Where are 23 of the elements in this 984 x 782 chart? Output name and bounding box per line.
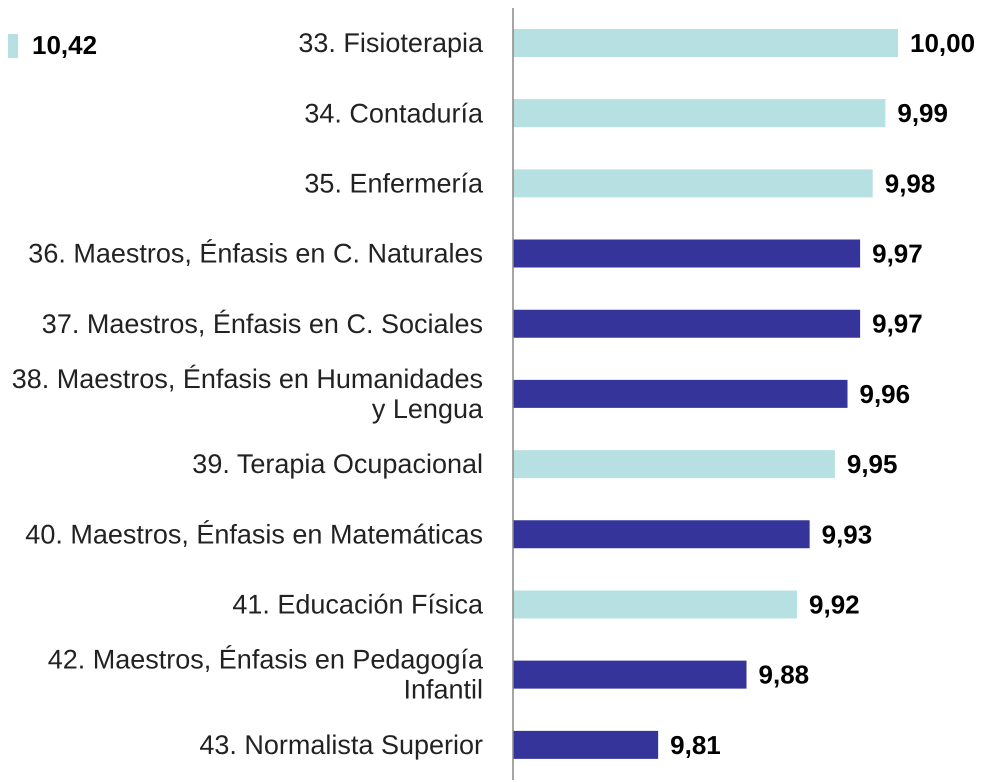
y-tick-label: 41. Educación Física — [232, 590, 484, 620]
data-label: 9,98 — [884, 168, 936, 198]
y-tick-label: 42. Maestros, Énfasis en Pedagogía Infantil — [48, 644, 484, 705]
data-label: 9,97 — [872, 238, 923, 269]
data-label: 9,93 — [822, 519, 872, 550]
y-tick-label: 40. Maestros, Énfasis en Matemáticas — [25, 519, 483, 550]
y-tick-label: 38. Maestros, Énfasis en Humanidades y Lengua — [12, 364, 484, 424]
data-label: 9,81 — [670, 730, 721, 760]
data-label: 9,97 — [872, 308, 923, 339]
y-tick-label: 39. Terapia Ocupacional — [192, 449, 483, 480]
y-tick-label: 34. Contaduría — [304, 98, 484, 128]
data-label: 9,88 — [758, 660, 810, 690]
data-label: 9,99 — [897, 98, 948, 128]
data-label: 9,92 — [809, 589, 860, 620]
data-label: 9,96 — [860, 378, 910, 409]
y-tick-label: 33. Fisioterapia — [298, 28, 484, 58]
y-tick-label: 36. Maestros, Énfasis en C. Naturales — [28, 238, 483, 269]
data-label: 9,95 — [846, 449, 898, 480]
y-tick-label: 37. Maestros, Énfasis en C. Sociales — [42, 308, 483, 339]
text: 10,42 — [32, 30, 98, 61]
y-tick-label: 35. Enfermería — [304, 168, 484, 198]
data-label: 10,00 — [910, 28, 976, 58]
y-tick-label: 43. Normalista Superior — [199, 730, 483, 760]
